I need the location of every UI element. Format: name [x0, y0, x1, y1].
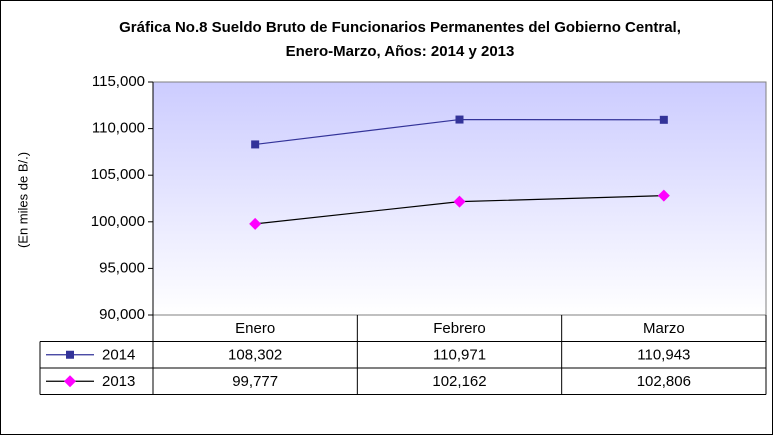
table-value: 102,806	[637, 373, 691, 390]
x-tick-label: Marzo	[643, 320, 685, 337]
y-tick-label: 110,000	[92, 120, 145, 137]
marker	[453, 195, 466, 208]
table-value: 108,302	[228, 347, 282, 364]
legend-marker	[64, 375, 76, 388]
legend-marker	[66, 350, 74, 359]
chart-title: Gráfica No.8 Sueldo Bruto de Funcionario…	[119, 19, 681, 60]
table-value: 99,777	[232, 373, 278, 390]
y-axis-label: (En miles de B/.)	[15, 152, 30, 248]
marker	[249, 217, 262, 230]
marker	[657, 189, 670, 202]
marker	[251, 140, 260, 149]
legend-label: 2013	[102, 373, 135, 390]
y-tick-label: 115,000	[92, 73, 145, 90]
y-tick-label: 105,000	[91, 166, 145, 183]
table-value: 110,971	[433, 347, 486, 364]
x-tick-label: Febrero	[433, 320, 486, 337]
y-tick-label: 100,000	[91, 213, 145, 230]
legend-label: 2014	[102, 347, 135, 364]
table-value: 102,162	[432, 373, 486, 390]
x-tick-label: Enero	[235, 320, 275, 337]
y-tick-label: 95,000	[99, 259, 145, 276]
table-value: 110,943	[637, 347, 690, 364]
marker	[455, 115, 464, 124]
marker	[659, 115, 668, 124]
y-tick-label: 90,000	[99, 306, 145, 323]
